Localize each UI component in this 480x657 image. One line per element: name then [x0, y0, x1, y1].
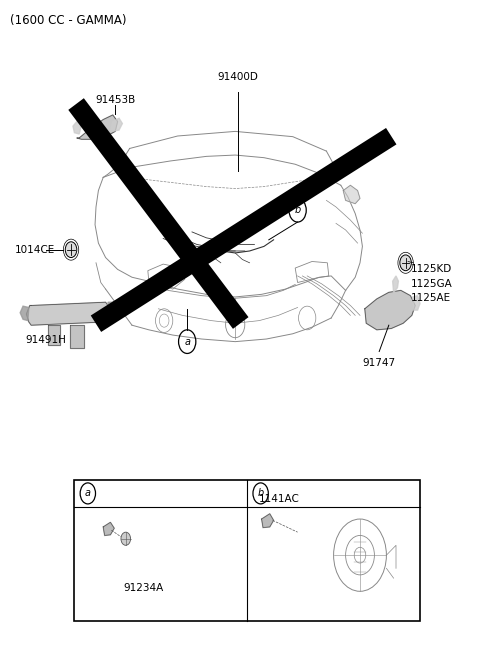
Polygon shape	[48, 325, 60, 345]
Polygon shape	[393, 276, 398, 292]
Text: a: a	[184, 336, 190, 347]
Text: 1141AC: 1141AC	[259, 494, 300, 505]
Text: 1125GA: 1125GA	[410, 279, 452, 289]
Polygon shape	[70, 325, 84, 348]
Text: b: b	[257, 488, 264, 499]
Polygon shape	[108, 302, 117, 322]
Polygon shape	[73, 122, 82, 134]
Polygon shape	[413, 296, 420, 310]
Text: 91491H: 91491H	[25, 335, 66, 345]
Text: 91234A: 91234A	[124, 583, 164, 593]
FancyArrowPatch shape	[76, 104, 241, 323]
Polygon shape	[103, 522, 114, 535]
Polygon shape	[262, 514, 274, 528]
Text: 1125AE: 1125AE	[410, 293, 451, 304]
Polygon shape	[20, 306, 29, 321]
Circle shape	[400, 255, 411, 271]
Polygon shape	[365, 290, 415, 330]
Text: 1014CE: 1014CE	[14, 244, 55, 255]
Text: 91747: 91747	[362, 358, 396, 368]
Polygon shape	[26, 302, 110, 325]
Text: a: a	[85, 488, 91, 499]
Text: 1125KD: 1125KD	[410, 264, 452, 275]
Text: b: b	[294, 205, 301, 215]
Text: (1600 CC - GAMMA): (1600 CC - GAMMA)	[10, 14, 126, 28]
Polygon shape	[110, 118, 122, 131]
Text: 91400D: 91400D	[217, 72, 258, 82]
Polygon shape	[77, 115, 118, 139]
FancyArrowPatch shape	[96, 136, 391, 324]
Text: 91453B: 91453B	[95, 95, 135, 105]
Polygon shape	[343, 185, 360, 204]
Circle shape	[121, 532, 131, 545]
Circle shape	[65, 242, 77, 258]
